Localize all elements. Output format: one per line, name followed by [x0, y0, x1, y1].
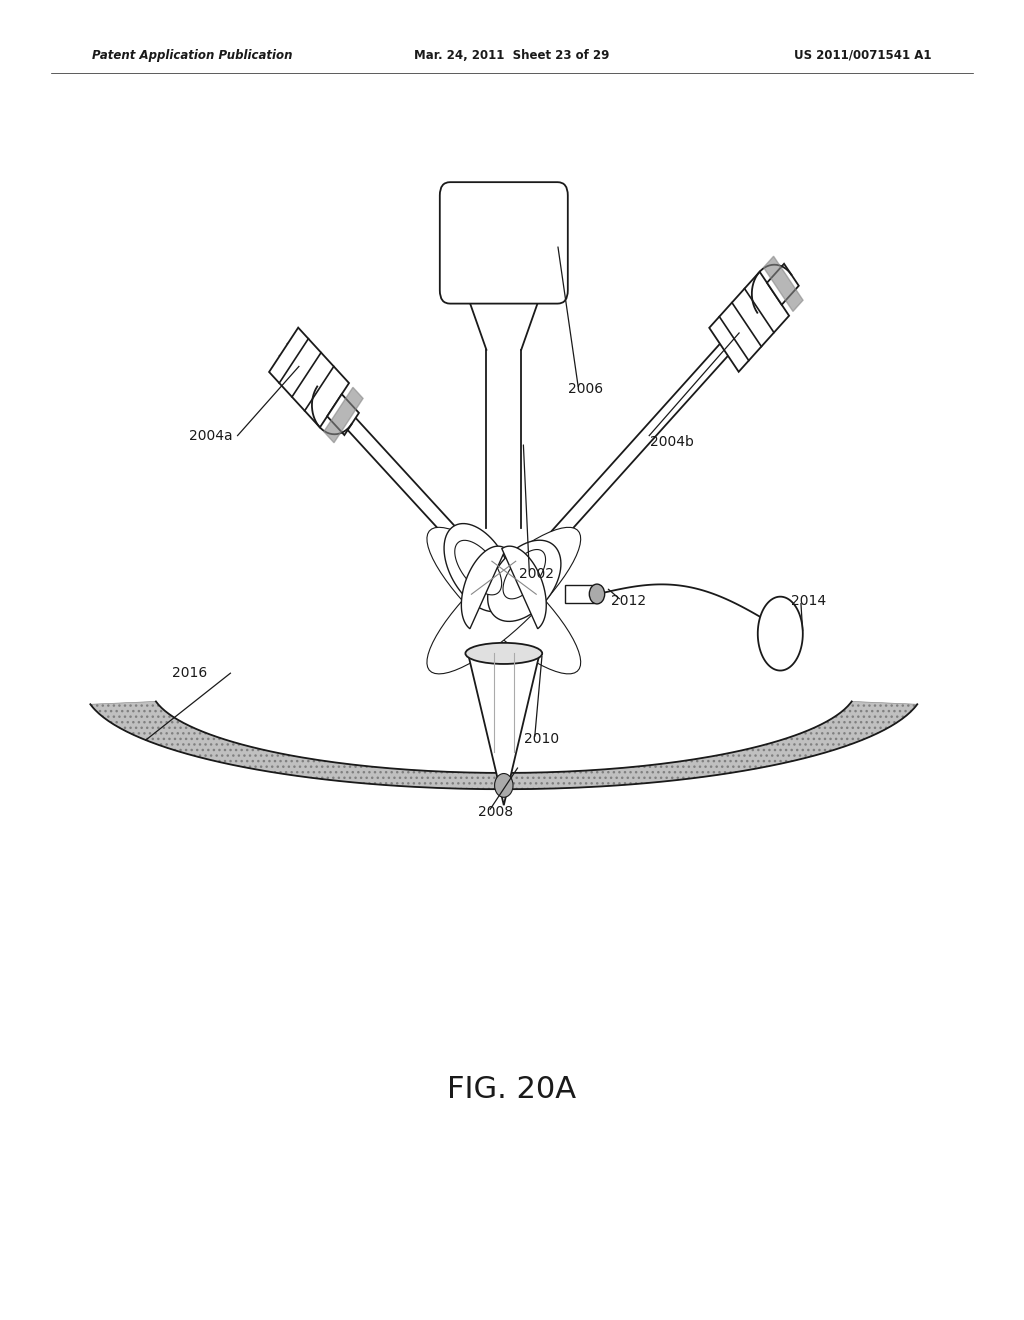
Polygon shape [90, 701, 918, 789]
Ellipse shape [465, 643, 543, 664]
Polygon shape [328, 395, 359, 436]
FancyBboxPatch shape [440, 182, 567, 304]
Polygon shape [758, 597, 803, 671]
Bar [565, 585, 594, 603]
Polygon shape [710, 272, 790, 372]
Text: 2014: 2014 [791, 594, 825, 607]
Polygon shape [503, 549, 546, 599]
Polygon shape [269, 327, 349, 428]
Polygon shape [764, 256, 803, 312]
Text: Patent Application Publication: Patent Application Publication [92, 49, 293, 62]
Polygon shape [487, 540, 561, 622]
Polygon shape [502, 546, 546, 628]
Polygon shape [324, 387, 364, 442]
Text: FIG. 20A: FIG. 20A [447, 1074, 577, 1104]
Circle shape [590, 583, 604, 603]
Text: 2004a: 2004a [189, 429, 233, 442]
Circle shape [495, 774, 513, 797]
Text: 2016: 2016 [172, 667, 207, 680]
Polygon shape [427, 527, 581, 673]
Text: 2004b: 2004b [650, 436, 694, 449]
Polygon shape [455, 540, 502, 595]
Text: 2002: 2002 [519, 568, 554, 581]
Polygon shape [468, 653, 540, 805]
Polygon shape [444, 524, 512, 611]
Text: Mar. 24, 2011  Sheet 23 of 29: Mar. 24, 2011 Sheet 23 of 29 [415, 49, 609, 62]
Polygon shape [427, 528, 581, 675]
Text: 2008: 2008 [478, 805, 513, 818]
Text: 2006: 2006 [568, 383, 603, 396]
Text: 2012: 2012 [611, 594, 646, 607]
Text: 2010: 2010 [524, 733, 559, 746]
Text: US 2011/0071541 A1: US 2011/0071541 A1 [795, 49, 932, 62]
Polygon shape [767, 264, 799, 305]
Polygon shape [462, 546, 506, 628]
